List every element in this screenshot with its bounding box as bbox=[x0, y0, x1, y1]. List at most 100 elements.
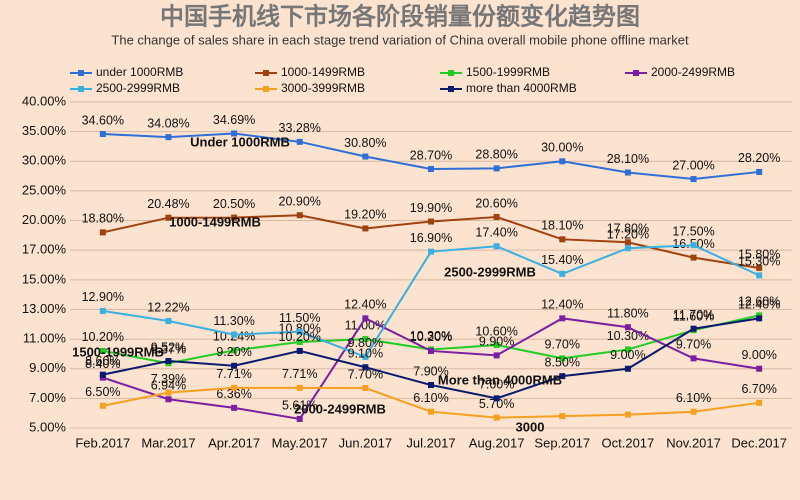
data-label: 17.40% bbox=[475, 226, 517, 240]
data-point bbox=[756, 315, 763, 322]
data-label: 6.10% bbox=[413, 391, 448, 405]
data-point bbox=[99, 229, 106, 236]
data-label: 6.50% bbox=[85, 385, 120, 399]
data-point bbox=[624, 239, 631, 246]
data-point bbox=[296, 384, 303, 391]
y-tick-label: 13.00% bbox=[22, 301, 67, 316]
x-tick-label: Nov.2017 bbox=[666, 435, 721, 450]
data-label: 15.30% bbox=[738, 255, 780, 269]
data-label: 6.10% bbox=[676, 391, 711, 405]
data-label: 9.00% bbox=[741, 348, 776, 362]
data-point bbox=[624, 245, 631, 252]
legend-marker bbox=[78, 86, 84, 92]
data-label: 10.30% bbox=[607, 329, 649, 343]
data-point bbox=[362, 364, 369, 371]
legend-label: 2500-2999RMB bbox=[96, 81, 180, 95]
data-point bbox=[296, 415, 303, 422]
data-label: 8.40% bbox=[85, 357, 120, 371]
x-tick-label: Oct.2017 bbox=[602, 435, 655, 450]
data-point bbox=[624, 324, 631, 331]
legend-marker bbox=[263, 70, 269, 76]
annotation: 1500-1999RMB bbox=[72, 344, 164, 359]
data-label: 28.10% bbox=[607, 152, 649, 166]
data-label: 19.20% bbox=[344, 208, 386, 222]
data-label: 27.00% bbox=[672, 158, 714, 172]
chart-subtitle: The change of sales share in each stage … bbox=[111, 32, 689, 47]
data-label: 7.39% bbox=[151, 372, 186, 386]
data-label: 34.69% bbox=[213, 113, 255, 127]
y-tick-label: 20.00% bbox=[22, 212, 67, 227]
data-point bbox=[493, 414, 500, 421]
y-tick-label: 5.00% bbox=[29, 419, 66, 434]
data-point bbox=[165, 214, 172, 221]
data-label: 19.90% bbox=[410, 201, 452, 215]
data-point bbox=[362, 353, 369, 360]
data-label: 18.10% bbox=[541, 219, 583, 233]
y-tick-label: 25.00% bbox=[22, 182, 67, 197]
data-label: 34.60% bbox=[82, 113, 124, 127]
data-label: 28.20% bbox=[738, 151, 780, 165]
data-point bbox=[690, 254, 697, 261]
data-point bbox=[99, 307, 106, 314]
legend-label: 1500-1999RMB bbox=[466, 65, 550, 79]
data-label: 20.50% bbox=[213, 197, 255, 211]
annotation: More than 4000RMB bbox=[438, 372, 562, 387]
data-label: 9.90% bbox=[479, 335, 514, 349]
legend-label: under 1000RMB bbox=[96, 65, 183, 79]
data-point bbox=[428, 248, 434, 255]
data-label: 11.60% bbox=[673, 309, 714, 323]
data-point bbox=[296, 212, 303, 219]
data-point bbox=[559, 373, 566, 380]
data-label: 12.22% bbox=[147, 300, 189, 314]
data-label: 15.80% bbox=[738, 247, 780, 261]
data-point bbox=[231, 362, 238, 369]
annotation: 2500-2999RMB bbox=[444, 264, 536, 279]
data-label: 16.90% bbox=[410, 231, 452, 245]
data-point bbox=[296, 138, 303, 145]
data-point bbox=[493, 243, 500, 250]
data-point bbox=[493, 352, 500, 359]
data-point bbox=[428, 347, 434, 354]
data-label: 7.00% bbox=[479, 378, 514, 392]
data-point bbox=[362, 336, 369, 343]
data-label: 10.20% bbox=[82, 330, 124, 344]
data-label: 12.40% bbox=[344, 298, 386, 312]
data-label: 8.50% bbox=[545, 355, 580, 369]
data-point bbox=[428, 408, 434, 415]
data-label: 9.70% bbox=[545, 338, 580, 352]
data-point bbox=[428, 165, 434, 172]
y-tick-label: 35.00% bbox=[22, 123, 67, 138]
data-point bbox=[296, 328, 303, 335]
data-label: 6.94% bbox=[151, 379, 186, 393]
data-point bbox=[362, 225, 369, 232]
x-tick-label: Jul.2017 bbox=[406, 435, 455, 450]
data-point bbox=[690, 176, 697, 183]
x-tick-label: Apr.2017 bbox=[208, 435, 260, 450]
legend-marker bbox=[448, 70, 454, 76]
data-label: 30.80% bbox=[344, 136, 386, 150]
data-label: 9.80% bbox=[348, 336, 383, 350]
legend-label: 1000-1499RMB bbox=[281, 65, 365, 79]
data-point bbox=[756, 168, 763, 175]
data-label: 12.90% bbox=[82, 290, 124, 304]
data-label: 9.37% bbox=[151, 343, 186, 357]
data-label: 15.40% bbox=[541, 253, 583, 267]
data-label: 7.70% bbox=[348, 367, 383, 381]
data-label: 30.00% bbox=[541, 141, 583, 155]
data-label: 18.80% bbox=[82, 212, 124, 226]
x-tick-label: May.2017 bbox=[272, 435, 328, 450]
data-point bbox=[756, 399, 763, 406]
data-label: 17.50% bbox=[672, 225, 714, 239]
data-label: 8.60% bbox=[85, 354, 120, 368]
data-label: 28.70% bbox=[410, 148, 452, 162]
data-point bbox=[690, 408, 697, 415]
data-point bbox=[99, 402, 106, 409]
data-point bbox=[559, 413, 566, 420]
data-point bbox=[165, 318, 172, 325]
data-point bbox=[99, 347, 106, 354]
data-point bbox=[362, 384, 369, 391]
data-point bbox=[559, 270, 566, 277]
data-point bbox=[99, 131, 106, 138]
data-label: 9.20% bbox=[216, 345, 251, 359]
